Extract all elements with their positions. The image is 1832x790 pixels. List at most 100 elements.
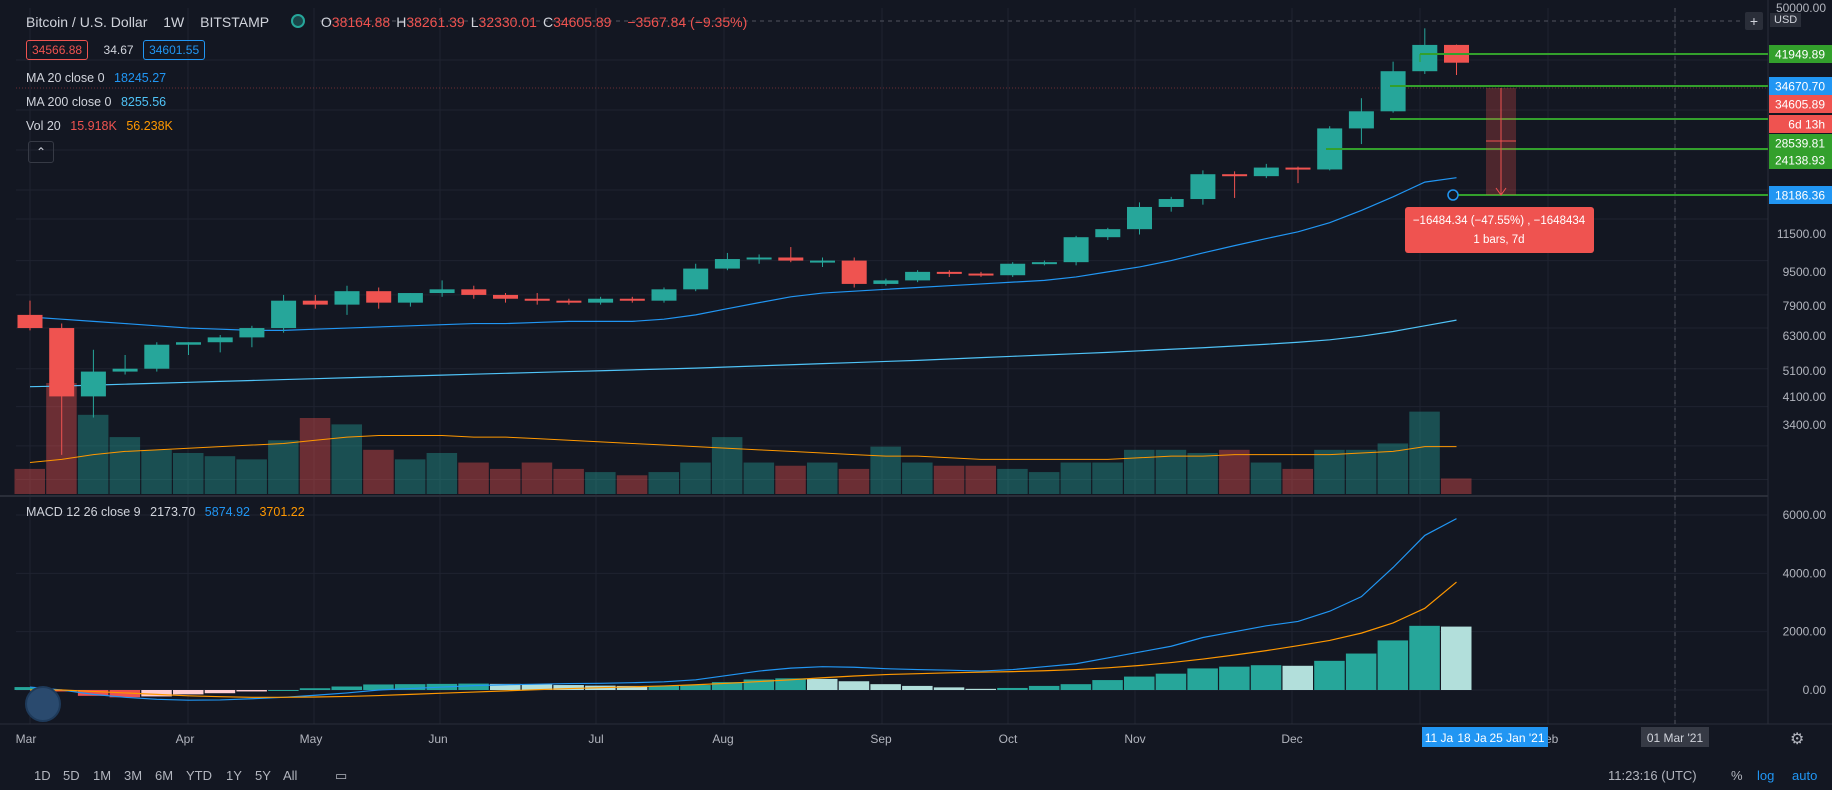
measure-tool[interactable]: −16484.34 (−47.55%) , −1648434 1 bars, 7d xyxy=(1405,88,1594,253)
candle-body[interactable] xyxy=(302,300,328,305)
axes[interactable]: 50000.0014500.0011500.009500.007900.0063… xyxy=(16,1,1832,747)
candle-body[interactable] xyxy=(683,268,709,290)
date-range-icon[interactable]: ▭ xyxy=(335,768,348,783)
timeframe-3m[interactable]: 3M xyxy=(124,768,143,783)
candle-body[interactable] xyxy=(651,289,677,301)
candle-body[interactable] xyxy=(1412,44,1438,72)
candle-body[interactable] xyxy=(746,257,772,260)
candle-body[interactable] xyxy=(1158,199,1184,207)
candle-body[interactable] xyxy=(1348,111,1374,129)
tradingview-logo-icon[interactable] xyxy=(25,686,61,722)
candle-body[interactable] xyxy=(1222,174,1248,177)
price-label-box[interactable] xyxy=(1769,115,1832,133)
macd-hist-bar xyxy=(521,684,553,690)
ma200-legend[interactable]: MA 200 close 0 8255.56 xyxy=(26,95,172,109)
candle-body[interactable] xyxy=(271,300,297,329)
currency-label[interactable]: USD xyxy=(1770,13,1802,27)
percent-toggle[interactable]: % xyxy=(1731,768,1743,783)
bid-button[interactable]: 34566.88 xyxy=(26,40,89,60)
date-range-highlight[interactable] xyxy=(1422,727,1548,747)
ma20-legend[interactable]: MA 20 close 0 18245.27 xyxy=(26,71,172,85)
candle-body[interactable] xyxy=(873,280,899,284)
signal-value: 3701.22 xyxy=(259,505,305,519)
candle-body[interactable] xyxy=(49,328,75,397)
ohlc-key: C xyxy=(542,14,554,30)
volume-bar xyxy=(1345,449,1377,494)
market-status-icon xyxy=(291,14,306,28)
candle-body[interactable] xyxy=(1127,206,1152,230)
volume-bar xyxy=(109,437,141,494)
exchange-label: BITSTAMP xyxy=(200,14,270,30)
x-tick-label: May xyxy=(300,732,323,746)
macd-hist-bar xyxy=(141,690,172,697)
candle-body[interactable] xyxy=(112,368,138,372)
horizontal-levels[interactable] xyxy=(1326,53,1768,196)
candle-body[interactable] xyxy=(778,257,804,261)
timeframe-1y[interactable]: 1Y xyxy=(226,768,242,783)
price-label-box[interactable] xyxy=(1769,45,1832,63)
volume-bar xyxy=(14,468,45,494)
candle-body[interactable] xyxy=(524,298,550,301)
candle-body[interactable] xyxy=(334,291,360,305)
clock-label[interactable]: 11:23:16 (UTC) xyxy=(1608,768,1697,783)
candle-body[interactable] xyxy=(1063,237,1089,263)
measure-anchor-handle[interactable] xyxy=(1447,189,1459,201)
timeframe-1m[interactable]: 1M xyxy=(93,768,112,783)
interval-label[interactable]: 1W xyxy=(163,14,185,30)
auto-toggle[interactable]: auto xyxy=(1792,768,1818,783)
gear-icon[interactable]: ⚙ xyxy=(1790,731,1805,748)
candle-body[interactable] xyxy=(493,294,518,299)
macd-legend[interactable]: MACD 12 26 close 9 2173.70 5874.92 3701.… xyxy=(26,505,311,519)
timeframe-1d[interactable]: 1D xyxy=(34,768,51,783)
price-label-box[interactable] xyxy=(1769,95,1832,113)
candle-body[interactable] xyxy=(810,260,835,263)
ohlc-value: 38164.88 xyxy=(331,14,391,30)
timeframe-all[interactable]: All xyxy=(283,768,298,783)
candle-body[interactable] xyxy=(1253,167,1279,177)
candle-body[interactable] xyxy=(1285,167,1311,170)
candle-body[interactable] xyxy=(17,314,43,329)
candle-body[interactable] xyxy=(239,328,265,338)
price-label-box[interactable] xyxy=(1769,151,1832,169)
candle-body[interactable] xyxy=(714,259,740,269)
candle-body[interactable] xyxy=(905,271,931,281)
candle-body[interactable] xyxy=(397,293,423,303)
price-label-box[interactable] xyxy=(1769,77,1832,95)
timeframe-6m[interactable]: 6M xyxy=(155,768,174,783)
candle-body[interactable] xyxy=(588,298,614,303)
candle-body[interactable] xyxy=(1031,262,1057,265)
candle-body[interactable] xyxy=(461,289,487,295)
candle-body[interactable] xyxy=(841,260,867,284)
ask-button[interactable]: 34601.55 xyxy=(143,40,206,60)
timeframe-5y[interactable]: 5Y xyxy=(255,768,271,783)
measure-tooltip-line1: −16484.34 (−47.55%) , −1648434 xyxy=(1413,215,1586,227)
timeframe-ytd[interactable]: YTD xyxy=(186,768,212,783)
candle-body[interactable] xyxy=(366,291,392,303)
price-label-box[interactable] xyxy=(1769,186,1832,204)
price-tick-label: 11500.00 xyxy=(1777,227,1826,241)
candle-body[interactable] xyxy=(556,300,582,303)
candle-body[interactable] xyxy=(619,298,645,301)
candle-body[interactable] xyxy=(144,344,170,369)
candle-body[interactable] xyxy=(80,371,106,397)
symbol-title[interactable]: Bitcoin / U.S. Dollar xyxy=(26,14,148,30)
candle-body[interactable] xyxy=(207,337,233,343)
candle-body[interactable] xyxy=(936,271,962,274)
collapse-legend-button[interactable]: ⌃ xyxy=(28,141,54,163)
candle-body[interactable] xyxy=(1095,229,1121,238)
candlesticks[interactable] xyxy=(17,28,1470,455)
log-toggle[interactable]: log xyxy=(1757,768,1775,783)
candle-body[interactable] xyxy=(968,273,994,276)
candle-body[interactable] xyxy=(1380,71,1406,112)
macd-hist-bar xyxy=(711,682,743,690)
volume-legend[interactable]: Vol 20 15.918K 56.238K xyxy=(26,119,179,133)
price-label-box[interactable] xyxy=(1769,134,1832,152)
x-tick-label: Dec xyxy=(1281,732,1302,746)
timeframe-5d[interactable]: 5D xyxy=(63,768,80,783)
candle-body[interactable] xyxy=(176,342,201,345)
candle-body[interactable] xyxy=(429,289,455,294)
candle-body[interactable] xyxy=(1000,263,1026,276)
candle-body[interactable] xyxy=(1190,174,1216,200)
add-button[interactable]: + xyxy=(1745,12,1763,30)
